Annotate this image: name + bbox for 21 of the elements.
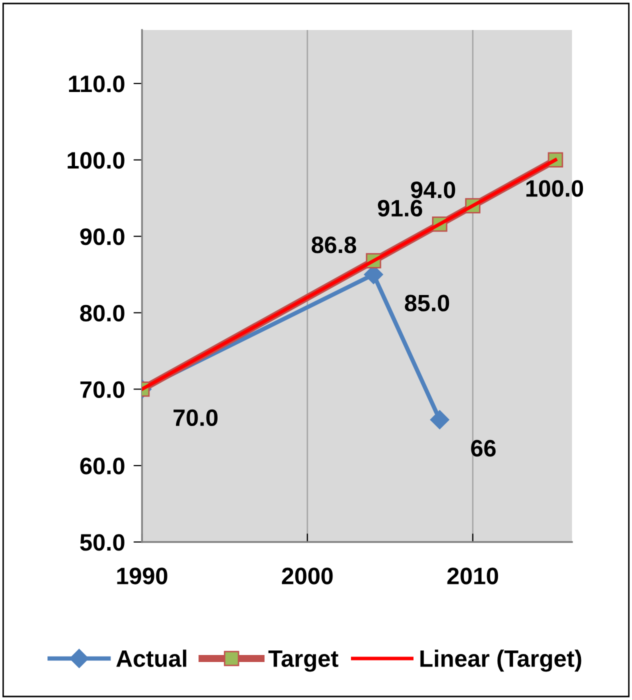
data-label: 91.6	[378, 200, 422, 217]
data-label: 70.0	[174, 409, 218, 426]
y-tick-label: 100.0	[68, 152, 124, 169]
y-tick-label: 60.0	[80, 458, 124, 474]
y-tick-label: 110.0	[69, 76, 124, 92]
x-tick-label: 1990	[117, 568, 168, 584]
y-tick-label: 70.0	[80, 381, 124, 398]
legend-label: Actual	[116, 650, 186, 667]
point	[430, 410, 450, 430]
y-tick-label: 90.0	[80, 228, 124, 246]
data-label: 86.8	[312, 236, 356, 254]
y-tick-label: 50.0	[80, 534, 124, 551]
y-tick-label: 80.0	[80, 304, 124, 322]
data-label: 66	[471, 440, 496, 457]
data-label: 85.0	[404, 294, 450, 312]
x-tick-label: 2010	[447, 568, 498, 584]
legend-label: Target	[268, 650, 338, 672]
data-label: 100.0	[526, 180, 584, 197]
data-label: 94.0	[410, 181, 456, 198]
legend-label: Linear (Target)	[420, 650, 582, 672]
x-tick-label: 2000	[282, 568, 333, 584]
